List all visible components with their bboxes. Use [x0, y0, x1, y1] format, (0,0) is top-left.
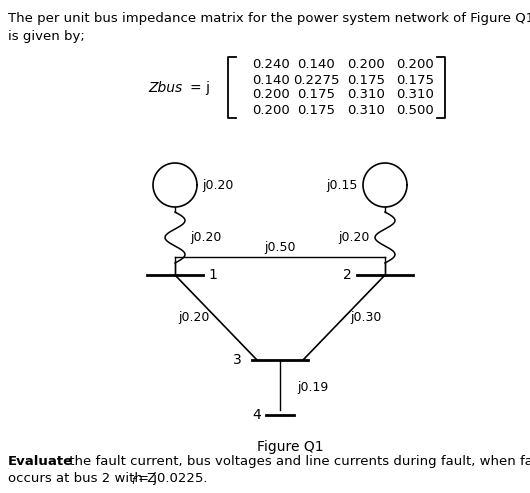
Text: 1: 1 — [208, 268, 217, 282]
Text: j0.15: j0.15 — [326, 178, 358, 191]
Text: 0.200: 0.200 — [347, 59, 385, 71]
Text: Evaluate: Evaluate — [8, 455, 73, 468]
Text: occurs at bus 2 with Z: occurs at bus 2 with Z — [8, 472, 156, 485]
Text: 0.240: 0.240 — [252, 59, 290, 71]
Text: j0.20: j0.20 — [339, 231, 370, 244]
Text: 0.200: 0.200 — [396, 59, 434, 71]
Text: 0.310: 0.310 — [347, 89, 385, 102]
Text: The per unit bus impedance matrix for the power system network of Figure Q1: The per unit bus impedance matrix for th… — [8, 12, 530, 25]
Text: j0.19: j0.19 — [297, 381, 328, 394]
Text: 0.200: 0.200 — [252, 89, 290, 102]
Text: 0.200: 0.200 — [252, 104, 290, 116]
Text: j0.20: j0.20 — [202, 178, 233, 191]
Text: 0.175: 0.175 — [297, 89, 335, 102]
Text: 0.140: 0.140 — [297, 59, 335, 71]
Text: j0.30: j0.30 — [350, 311, 382, 324]
Text: 0.175: 0.175 — [396, 73, 434, 86]
Text: the fault current, bus voltages and line currents during fault, when fault: the fault current, bus voltages and line… — [65, 455, 530, 468]
Text: 0.2275: 0.2275 — [293, 73, 339, 86]
Text: 0.310: 0.310 — [347, 104, 385, 116]
Text: j0.50: j0.50 — [264, 241, 296, 254]
Text: 0.500: 0.500 — [396, 104, 434, 116]
Text: 2: 2 — [343, 268, 352, 282]
Text: 3: 3 — [233, 353, 242, 367]
Text: Zbus: Zbus — [149, 81, 183, 95]
Text: f: f — [131, 476, 135, 486]
Text: 0.175: 0.175 — [347, 73, 385, 86]
Text: j0.20: j0.20 — [178, 311, 209, 324]
Text: 0.310: 0.310 — [396, 89, 434, 102]
Text: j0.20: j0.20 — [190, 231, 222, 244]
Text: 4: 4 — [252, 408, 261, 422]
Text: Figure Q1: Figure Q1 — [257, 440, 323, 454]
Text: 0.140: 0.140 — [252, 73, 290, 86]
Text: is given by;: is given by; — [8, 30, 85, 43]
Text: 0.175: 0.175 — [297, 104, 335, 116]
Text: = j0.0225.: = j0.0225. — [138, 472, 208, 485]
Text: = j: = j — [190, 81, 210, 95]
